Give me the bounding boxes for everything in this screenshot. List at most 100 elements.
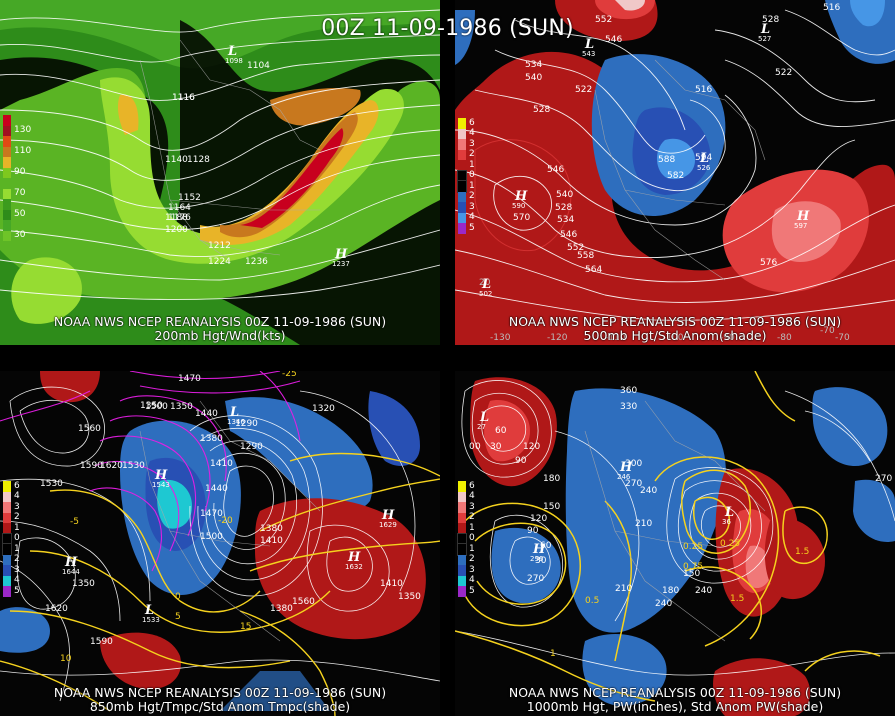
legend-swatch: 1 bbox=[458, 523, 490, 534]
contour-label: 1440 bbox=[205, 484, 228, 494]
axis-label: -120 bbox=[547, 333, 568, 343]
contour-label: 1236 bbox=[245, 257, 268, 267]
legend-label: 1 bbox=[14, 522, 20, 533]
legend-swatch: 4 bbox=[458, 128, 490, 139]
legend-label: 0 bbox=[469, 170, 475, 181]
contour-label: 558 bbox=[577, 251, 594, 261]
axis-label: -100 bbox=[663, 333, 684, 343]
contour-label: 1470 bbox=[200, 509, 223, 519]
legend-label: 5 bbox=[469, 222, 475, 233]
legend-swatch: 3 bbox=[458, 139, 490, 150]
pressure-center-value: 1543 bbox=[152, 481, 170, 489]
legend-swatch: 2 bbox=[3, 512, 35, 523]
legend-label: 4 bbox=[469, 575, 475, 586]
legend-label: 6 bbox=[469, 117, 475, 128]
axis-label: 20 bbox=[479, 278, 491, 288]
isotherm-label: -25 bbox=[282, 371, 297, 379]
panel-200mb-height-wind: 1104 1116 1128 1140 1152 1164 1176 1188 1200 1212… bbox=[0, 0, 440, 345]
contour-label: 60 bbox=[495, 426, 507, 436]
axis-label: -130 bbox=[490, 333, 511, 343]
contour-label: 528 bbox=[762, 15, 779, 25]
high-pressure-marker: H bbox=[381, 508, 395, 523]
contour-label: 1152 bbox=[178, 193, 201, 203]
contour-label: 1104 bbox=[247, 61, 270, 71]
panel-200mb-caption-source: NOAA NWS NCEP REANALYSIS 00Z 11-09-1986 … bbox=[53, 314, 387, 329]
contour-label: 1140 bbox=[165, 155, 188, 165]
legend-swatch: 3 bbox=[458, 502, 490, 513]
contour-label: 1470 bbox=[178, 374, 201, 384]
contour-label: 534 bbox=[525, 60, 542, 70]
legend-swatch: 4 bbox=[3, 491, 35, 502]
contour-label: 240 bbox=[640, 486, 657, 496]
map-850mb: 1350 1380 1410 1440 1470 1500 1 5 3 0 1560 1590 1620… bbox=[0, 371, 440, 716]
legend-label: 5 bbox=[469, 585, 475, 596]
legend-swatch: 4 bbox=[458, 575, 490, 586]
legend-label: 1 bbox=[469, 543, 475, 554]
legend-label: 30 bbox=[14, 230, 26, 241]
pressure-center-value: 502 bbox=[479, 290, 492, 298]
legend-swatch: 1 bbox=[457, 543, 490, 556]
contour-label: 1590 bbox=[80, 461, 103, 471]
legend-swatch: 1 bbox=[2, 543, 35, 556]
contour-label: 150 bbox=[683, 569, 700, 579]
contour-label: 1590 bbox=[90, 637, 113, 647]
contour-label: 30 bbox=[535, 556, 547, 566]
low-pressure-marker: L bbox=[479, 410, 489, 425]
legend-swatch: 1 bbox=[458, 160, 490, 171]
panel-1000mb-height-pw-anomaly: 360 330 300 270 240 210 180 150 120 90 60 30 0 270 240… bbox=[455, 371, 895, 716]
pw-contour-label: 1 bbox=[550, 649, 556, 659]
panel-500mb-height-anomaly: 552 546 540 534 528 522 516 546 540 528 534 546 552 5… bbox=[455, 0, 895, 345]
panel-200mb-caption-field: 200mb Hgt/Wnd(kts) bbox=[154, 328, 286, 343]
legend-label: 3 bbox=[469, 564, 475, 575]
contour-label: 1350 bbox=[398, 592, 421, 602]
low-pressure-marker: L bbox=[229, 405, 239, 420]
legend-swatch bbox=[3, 178, 35, 189]
legend-swatch: 2 bbox=[458, 554, 490, 565]
legend-swatch: 0 bbox=[457, 532, 490, 545]
legend-swatch: 3 bbox=[458, 565, 490, 576]
pressure-center-value: 246 bbox=[617, 473, 631, 481]
contour-label: 1500 bbox=[200, 532, 223, 542]
pressure-center-value: 543 bbox=[582, 50, 595, 58]
contour-label: 1620 bbox=[45, 604, 68, 614]
contour-label: 1560 bbox=[292, 597, 315, 607]
legend-swatch bbox=[3, 115, 35, 126]
contour-label: 1410 bbox=[260, 536, 283, 546]
legend-label: 4 bbox=[469, 491, 475, 502]
legend-label: 3 bbox=[14, 501, 20, 512]
contour-label: 1380 bbox=[200, 434, 223, 444]
panel-500mb-caption-source: NOAA NWS NCEP REANALYSIS 00Z 11-09-1986 … bbox=[508, 314, 842, 329]
legend-swatch: 6 bbox=[458, 481, 490, 492]
legend-200mb-wind-speed: 130 110 90 70 50 30 bbox=[3, 115, 35, 241]
panel-850mb-caption-field: 850mb Hgt/Tmpc/Std Anom Tmpc(shade) bbox=[89, 699, 351, 714]
panel-850mb-caption-source: NOAA NWS NCEP REANALYSIS 00Z 11-09-1986 … bbox=[53, 685, 387, 700]
legend-swatch bbox=[3, 157, 35, 168]
pw-contour-label: 0.75 bbox=[683, 562, 703, 572]
contour-label: 30 bbox=[490, 442, 502, 452]
legend-label: 2 bbox=[469, 512, 475, 523]
high-pressure-marker: H bbox=[514, 189, 528, 204]
contour-label: 1380 bbox=[270, 604, 293, 614]
contour-label: 180 bbox=[662, 586, 679, 596]
contour-label: 90 bbox=[527, 526, 539, 536]
isotherm-label: 5 bbox=[175, 612, 181, 622]
contour-label: 1410 bbox=[210, 459, 233, 469]
contour-label: 546 bbox=[605, 35, 622, 45]
legend-label: 0 bbox=[469, 533, 475, 544]
axis-label: -70 bbox=[835, 333, 850, 343]
contour-label: 552 bbox=[567, 243, 584, 253]
isotherm-label: -20 bbox=[218, 516, 233, 526]
legend-swatch: 0 bbox=[2, 532, 35, 545]
legend-swatch: 2 bbox=[3, 554, 35, 565]
contour-label: 1290 bbox=[235, 419, 258, 429]
panel-500mb-caption-field: 500mb Hgt/Std Anom(shade) bbox=[583, 328, 767, 343]
legend-label: 110 bbox=[14, 146, 32, 157]
contour-label: 522 bbox=[775, 68, 792, 78]
contour-label: 210 bbox=[615, 584, 632, 594]
contour-label: 90 bbox=[515, 456, 527, 466]
contour-label: 534 bbox=[557, 215, 574, 225]
legend-label: 1 bbox=[14, 543, 20, 554]
legend-label: 90 bbox=[14, 167, 26, 178]
contour-label: 546 bbox=[547, 165, 564, 175]
